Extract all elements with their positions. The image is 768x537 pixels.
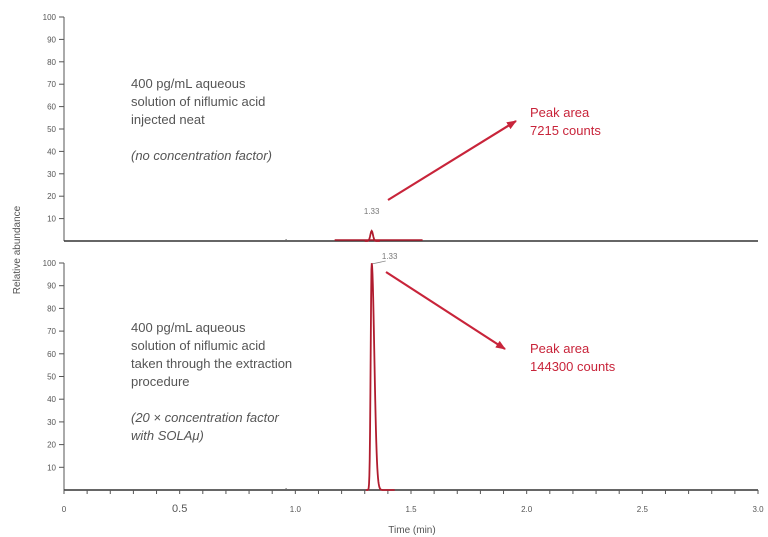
arrows-layer	[385, 120, 517, 350]
bottom-y-tick-label: 20	[47, 441, 56, 450]
bottom-description-line: solution of niflumic acid	[131, 338, 266, 353]
x-tick-label: 1.0	[290, 505, 302, 514]
top-y-tick-label: 40	[47, 147, 56, 156]
bottom-peak-trace	[365, 263, 395, 491]
top-y-tick-label: 30	[47, 170, 56, 179]
top-y-tick-label: 10	[47, 215, 56, 224]
bottom-panel-description: 400 pg/mL aqueous solution of niflumic a…	[131, 319, 292, 391]
bottom-peak-area-label: Peak area	[530, 341, 590, 356]
bottom-peak-arrow	[385, 271, 506, 350]
bottom-y-tick-label: 40	[47, 395, 56, 404]
bottom-retention-time-leader	[371, 260, 386, 265]
bottom-peak-annotation: Peak area 144300 counts	[530, 340, 615, 376]
top-description-line: injected neat	[131, 112, 205, 127]
bottom-description-line: procedure	[131, 374, 190, 389]
top-panel-note: (no concentration factor)	[131, 148, 272, 163]
x-tick-label: 2.5	[637, 505, 649, 514]
x-tick-label: 0	[62, 505, 67, 514]
ticks-layer: 10 20 30 40 50 60 70 80 90 100 1.33 10 20 30 40 50 60 70 8…	[43, 13, 764, 515]
x-tick-label: 1.5	[405, 505, 417, 514]
bottom-description-line: taken through the extraction	[131, 356, 293, 371]
top-peak-annotation: Peak area 7215 counts	[530, 104, 601, 140]
bottom-y-tick-label: 50	[47, 373, 56, 382]
bottom-y-tick-label: 10	[47, 463, 56, 472]
top-peak-area-value: 7215 counts	[530, 123, 601, 138]
traces-layer	[285, 229, 423, 491]
bottom-panel-note: (20 × concentration factor with SOLAμ)	[131, 409, 279, 445]
bottom-retention-time-label: 1.33	[382, 252, 398, 261]
bottom-y-tick-label: 60	[47, 350, 56, 359]
top-y-tick-label: 100	[43, 13, 57, 22]
bottom-y-tick-label: 100	[43, 259, 57, 268]
bottom-note-line: (20 × concentration factor	[131, 410, 279, 425]
top-retention-time-label: 1.33	[364, 207, 380, 216]
top-y-tick-label: 60	[47, 103, 56, 112]
top-y-tick-label: 20	[47, 192, 56, 201]
x-tick-label: 2.0	[521, 505, 533, 514]
top-peak-area-label: Peak area	[530, 105, 590, 120]
bottom-y-tick-label: 30	[47, 418, 56, 427]
top-panel-description: 400 pg/mL aqueous solution of niflumic a…	[131, 75, 265, 129]
bottom-peak-area-value: 144300 counts	[530, 359, 616, 374]
bottom-note-line: with SOLAμ)	[131, 428, 204, 443]
top-y-tick-label: 80	[47, 58, 56, 67]
bottom-y-tick-label: 90	[47, 282, 56, 291]
top-peak-arrow	[387, 120, 517, 201]
top-peak-trace	[364, 229, 380, 242]
top-y-tick-label: 90	[47, 35, 56, 44]
bottom-y-tick-label: 70	[47, 327, 56, 336]
y-axis-label: Relative abundance	[12, 205, 23, 294]
bottom-description-line: 400 pg/mL aqueous	[131, 320, 246, 335]
top-y-tick-label: 70	[47, 80, 56, 89]
x-tick-label: 0.5	[172, 503, 187, 515]
top-y-tick-label: 50	[47, 125, 56, 134]
x-tick-label: 3.0	[752, 505, 764, 514]
x-axis-label: Time (min)	[388, 525, 435, 536]
bottom-y-tick-label: 80	[47, 304, 56, 313]
top-description-line: solution of niflumic acid	[131, 94, 266, 109]
top-description-line: 400 pg/mL aqueous	[131, 76, 246, 91]
